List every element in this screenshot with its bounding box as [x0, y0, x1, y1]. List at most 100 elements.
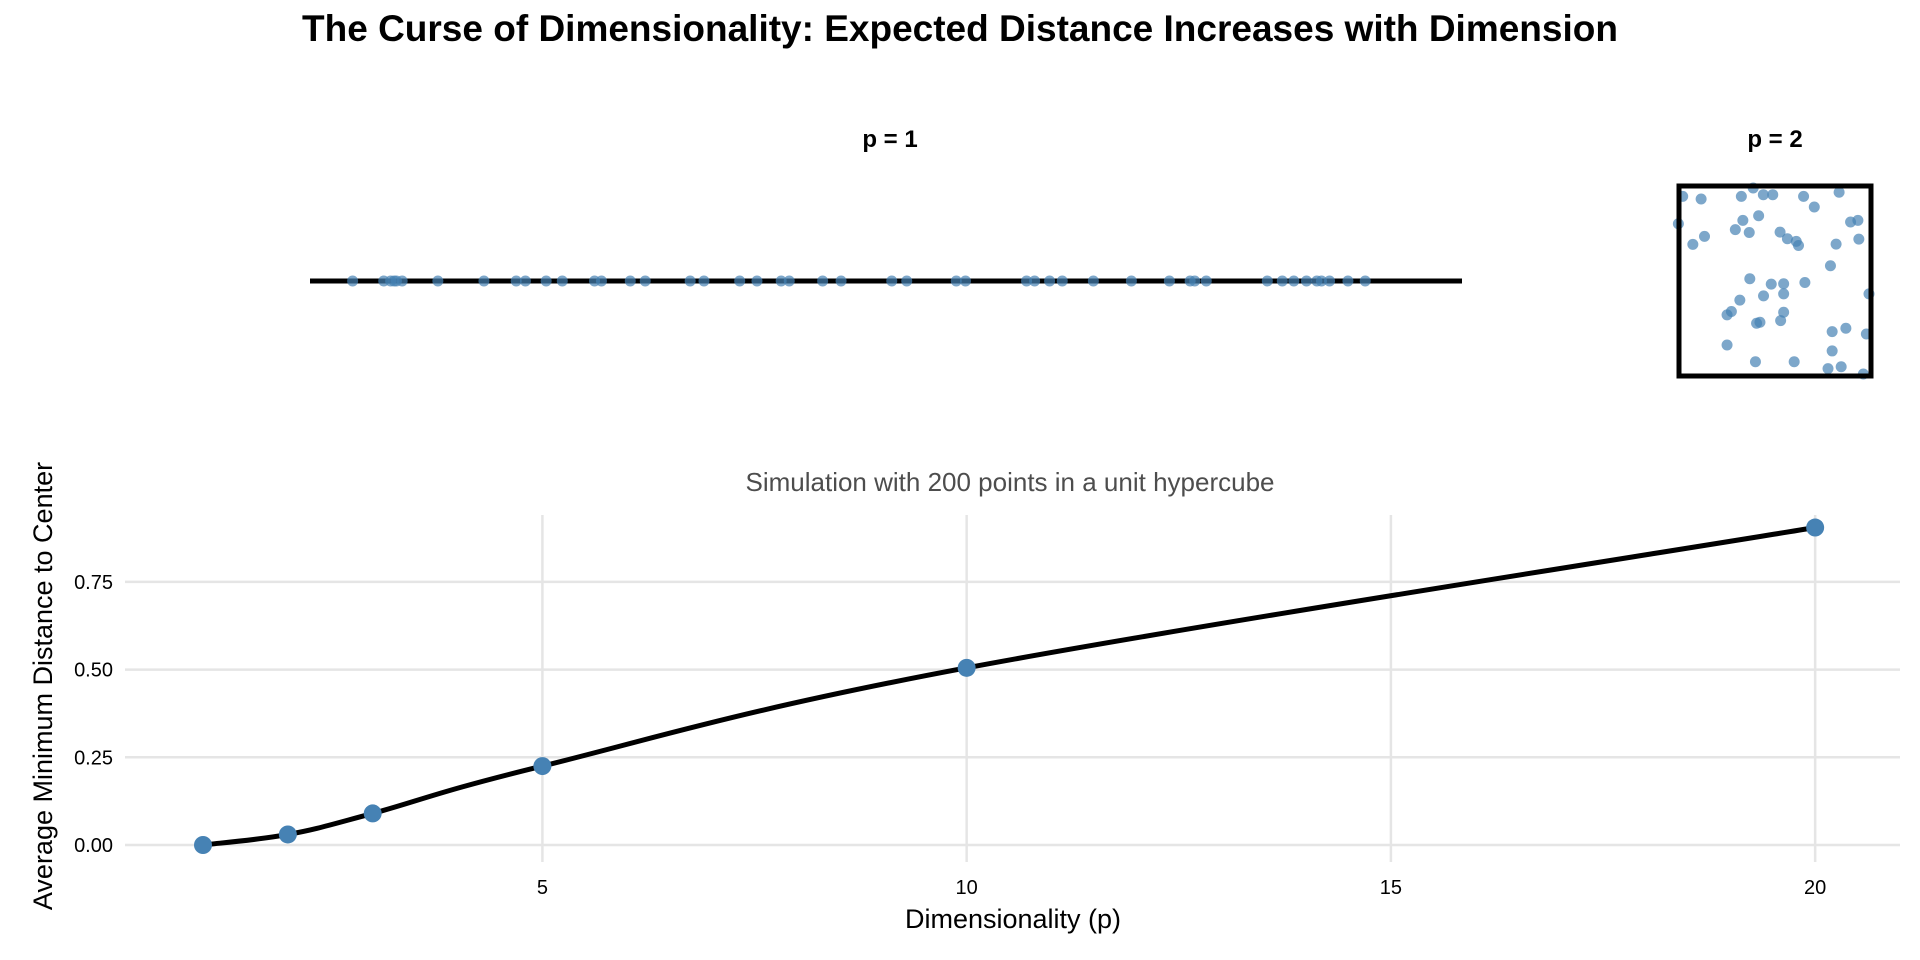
point-1d — [519, 275, 531, 287]
point-1d — [540, 275, 552, 287]
point-1d — [835, 275, 847, 287]
point-2d — [1853, 233, 1865, 245]
point-2d — [1758, 290, 1770, 302]
point-1d — [1044, 275, 1056, 287]
y-axis-title: Average Minimum Distance to Center — [28, 462, 58, 910]
data-point — [533, 757, 552, 776]
point-1d — [1189, 275, 1201, 287]
point-2d — [1793, 239, 1804, 251]
point-1d — [556, 275, 568, 287]
point-1d — [1125, 275, 1137, 287]
point-2d — [1840, 322, 1852, 334]
point-2d — [1799, 276, 1811, 288]
point-1d — [959, 275, 971, 287]
point-2d — [1778, 288, 1790, 300]
gridlines — [125, 515, 1900, 862]
point-2d — [1767, 189, 1779, 201]
point-1d — [510, 275, 522, 287]
point-1d — [775, 275, 787, 287]
point-1d — [478, 275, 490, 287]
point-2d — [1798, 190, 1810, 202]
point-2d — [1757, 189, 1769, 201]
line-points — [194, 518, 1825, 854]
point-2d — [1822, 363, 1834, 375]
point-1d — [734, 275, 746, 287]
x-tick-label: 5 — [537, 877, 548, 899]
data-point — [1806, 518, 1825, 537]
point-2d — [1751, 317, 1763, 329]
data-point — [194, 836, 212, 854]
point-1d — [396, 275, 408, 287]
point-2d — [1835, 361, 1847, 373]
point-1d — [1324, 275, 1336, 287]
y-tick-label: 0.50 — [74, 660, 113, 682]
point-2d — [1808, 201, 1820, 213]
point-2d — [1721, 309, 1733, 321]
y-tick-label: 0.25 — [74, 747, 113, 769]
point-1d — [1261, 275, 1273, 287]
point-2d — [1695, 193, 1707, 205]
point-2d — [1826, 345, 1838, 357]
point-2d — [1765, 278, 1777, 290]
point-1d — [698, 275, 710, 287]
point-2d — [1743, 226, 1755, 238]
point-1d — [595, 275, 607, 287]
point-2d — [1699, 230, 1710, 242]
panel-p2 — [1672, 182, 1875, 380]
point-1d — [886, 275, 898, 287]
y-tick-label: 0.00 — [74, 835, 113, 857]
point-1d — [1087, 275, 1099, 287]
point-2d — [1753, 210, 1765, 222]
point-1d — [1359, 275, 1371, 287]
point-1d — [901, 275, 913, 287]
x-tick-label: 20 — [1804, 877, 1826, 899]
point-1d — [1342, 275, 1354, 287]
point-2d — [1788, 356, 1800, 368]
point-2d — [1833, 186, 1845, 198]
point-1d — [639, 275, 651, 287]
point-1d — [1300, 275, 1312, 287]
tick-labels: 0.00 0.25 0.50 0.75 5 10 15 20 — [74, 572, 1826, 899]
point-1d — [347, 275, 359, 287]
point-2d — [1824, 260, 1836, 272]
x-axis-title: Dimensionality (p) — [905, 904, 1121, 934]
point-2d — [1734, 294, 1746, 306]
point-2d — [1749, 356, 1761, 368]
point-2d — [1830, 238, 1842, 250]
point-1d — [624, 275, 636, 287]
point-1d — [1315, 275, 1327, 287]
facet-title-p2: p = 2 — [1747, 126, 1803, 153]
point-1d — [950, 275, 962, 287]
point-2d — [1774, 226, 1786, 238]
line-chart-subtitle: Simulation with 200 points in a unit hyp… — [745, 467, 1275, 497]
series-line — [200, 525, 1818, 848]
point-1d — [1056, 275, 1068, 287]
point-2d — [1778, 306, 1790, 318]
data-point — [278, 825, 297, 844]
point-2d — [1721, 339, 1733, 351]
point-2d — [1778, 278, 1790, 290]
x-tick-label: 10 — [956, 877, 978, 899]
x-tick-label: 15 — [1380, 877, 1402, 899]
point-2d — [1826, 326, 1838, 338]
point-1d — [1029, 275, 1041, 287]
point-1d — [432, 275, 444, 287]
line-series — [200, 525, 1818, 848]
point-1d — [751, 275, 763, 287]
chart-title: The Curse of Dimensionality: Expected Di… — [302, 8, 1618, 49]
data-point — [363, 804, 382, 823]
y-tick-label: 0.75 — [74, 572, 113, 594]
point-2d — [1775, 315, 1787, 327]
point-2d — [1687, 238, 1699, 250]
point-1d — [817, 275, 829, 287]
point-2d — [1852, 214, 1864, 226]
data-point — [957, 658, 976, 677]
point-1d — [1163, 275, 1175, 287]
point-1d — [684, 275, 696, 287]
unit-square — [1676, 183, 1874, 379]
facet-title-p1: p = 1 — [862, 126, 918, 153]
point-1d — [783, 275, 795, 287]
point-1d — [1276, 275, 1288, 287]
point-1d — [1200, 275, 1212, 287]
